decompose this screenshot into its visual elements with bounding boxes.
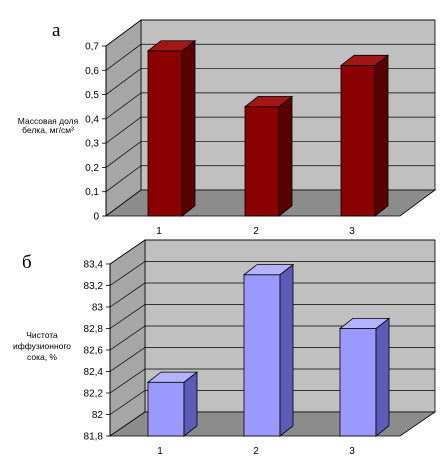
y-tick-label: 0,5 bbox=[85, 90, 99, 101]
bar-top-3 bbox=[338, 317, 391, 329]
gridline bbox=[105, 116, 435, 144]
y-axis-label: Чистота bbox=[26, 330, 58, 340]
y-tick-label: 82 bbox=[92, 410, 104, 421]
x-tick-label: 3 bbox=[349, 226, 355, 237]
y-tick-label: 82,6 bbox=[84, 346, 104, 357]
bar-side-1 bbox=[181, 39, 196, 217]
gridline bbox=[109, 304, 435, 329]
y-tick-label: 83,2 bbox=[84, 281, 104, 292]
bar-top-3 bbox=[339, 54, 390, 66]
y-tick-label: 0,4 bbox=[85, 114, 99, 125]
gridline bbox=[105, 68, 435, 95]
y-axis-label: сока, % bbox=[27, 352, 57, 362]
x-tick-label: 2 bbox=[253, 226, 259, 237]
y-tick-label: 83 bbox=[92, 303, 104, 314]
bar-side-3 bbox=[375, 317, 390, 437]
panel-letter: а bbox=[52, 20, 61, 41]
bar-2 bbox=[244, 106, 280, 217]
x-tick-label: 1 bbox=[156, 226, 162, 237]
bar-side-2 bbox=[278, 95, 293, 217]
panel-letter: б bbox=[22, 252, 32, 273]
bar-1 bbox=[147, 381, 185, 437]
gridline bbox=[109, 239, 435, 265]
gridline bbox=[109, 390, 435, 415]
bar-side-2 bbox=[279, 263, 294, 437]
y-tick-label: 0,1 bbox=[85, 187, 99, 198]
bar-top-1 bbox=[146, 40, 197, 52]
y-tick-label: 0 bbox=[93, 212, 99, 223]
gridline bbox=[109, 368, 435, 394]
y-tick-label: 0,3 bbox=[85, 139, 99, 150]
gridline bbox=[105, 165, 435, 192]
gridline bbox=[109, 347, 435, 372]
y-tick-label: 0,7 bbox=[85, 42, 99, 53]
bar-side-3 bbox=[374, 54, 389, 217]
bar-3 bbox=[339, 328, 377, 437]
y-tick-label: 82,2 bbox=[84, 389, 104, 400]
plot-side-wall bbox=[105, 19, 142, 217]
y-tick-label: 0,2 bbox=[85, 163, 99, 174]
y-tick-label: 0,6 bbox=[85, 66, 99, 77]
x-tick-label: 3 bbox=[349, 446, 355, 457]
bar-2 bbox=[243, 274, 281, 437]
bar-top-2 bbox=[243, 96, 294, 108]
y-tick-label: 82,4 bbox=[84, 367, 104, 378]
bar-3 bbox=[340, 65, 376, 217]
y-axis-label: иффузионного bbox=[13, 341, 71, 351]
y-tick-label: 83,4 bbox=[84, 260, 104, 271]
gridline bbox=[105, 92, 435, 120]
bar-1 bbox=[147, 50, 183, 217]
y-tick-label: 81,8 bbox=[84, 432, 104, 443]
bar-top-1 bbox=[146, 371, 199, 383]
bar-side-1 bbox=[183, 371, 198, 437]
y-axis-label: Массовая доля bbox=[18, 116, 79, 126]
gridline bbox=[109, 325, 435, 351]
y-tick-label: 82,8 bbox=[84, 324, 104, 335]
y-axis-label: белка, мг/см³ bbox=[22, 125, 74, 135]
gridline bbox=[105, 141, 435, 168]
gridline bbox=[109, 261, 435, 286]
gridline bbox=[109, 282, 435, 308]
gridline bbox=[105, 43, 435, 71]
x-tick-label: 1 bbox=[157, 446, 163, 457]
bar-top-2 bbox=[242, 264, 295, 276]
x-tick-label: 2 bbox=[253, 446, 259, 457]
gridline bbox=[105, 19, 435, 47]
